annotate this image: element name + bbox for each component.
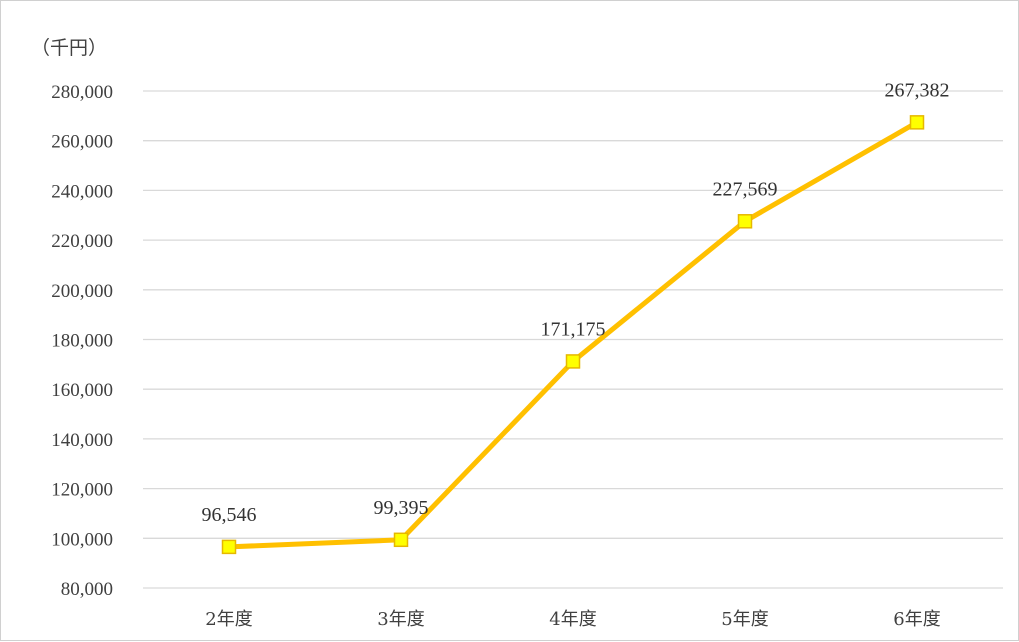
data-label-3: 171,175 (541, 318, 606, 340)
x-tick-label-1: 2年度 (205, 609, 252, 630)
data-point-5 (909, 115, 925, 130)
y-tick-label-140000: 140,000 (51, 430, 113, 451)
y-tick-label-100000: 100,000 (51, 529, 113, 550)
data-point-4 (737, 214, 753, 229)
data-labels: 96,546 99,395 171,175 227,569 267,382 (202, 79, 950, 526)
y-tick-label-280000: 280,000 (51, 82, 113, 103)
y-tick-label-160000: 160,000 (51, 380, 113, 401)
data-point-1 (221, 539, 237, 555)
y-tick-label-220000: 220,000 (51, 231, 113, 252)
x-tick-label-4: 5年度 (721, 609, 768, 630)
y-tick-label-120000: 120,000 (51, 480, 113, 501)
x-tick-label-2: 3年度 (377, 609, 424, 630)
x-tick-label-5: 6年度 (893, 609, 940, 630)
data-label-4: 227,569 (713, 178, 778, 200)
y-tick-label-260000: 260,000 (51, 132, 113, 153)
y-tick-label-240000: 240,000 (51, 181, 113, 202)
data-label-2: 99,395 (374, 497, 429, 519)
gridlines (143, 90, 1003, 589)
series-1 (221, 115, 925, 555)
data-label-5: 267,382 (885, 79, 950, 101)
x-tick-label-3: 4年度 (549, 609, 596, 630)
x-axis-ticks: 2年度 3年度 4年度 5年度 6年度 (205, 609, 940, 630)
data-point-2 (393, 532, 409, 548)
y-axis-ticks: 80,000 100,000 120,000 140,000 160,000 180,00… (51, 82, 113, 600)
data-point-3 (565, 354, 581, 369)
data-label-1: 96,546 (202, 504, 257, 526)
y-axis-unit-label: （千円） (31, 37, 108, 59)
y-tick-label-180000: 180,000 (51, 331, 113, 352)
y-tick-label-80000: 80,000 (61, 579, 113, 600)
y-tick-label-200000: 200,000 (51, 281, 113, 302)
